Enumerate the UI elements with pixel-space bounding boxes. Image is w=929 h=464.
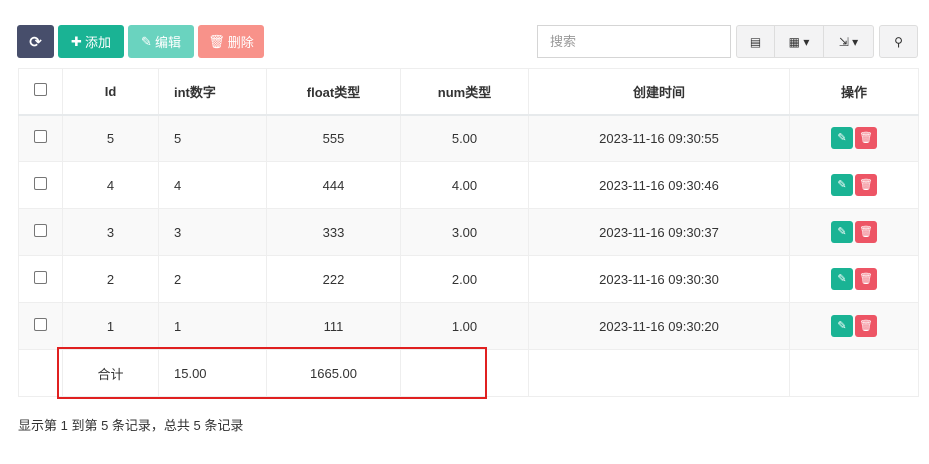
header-float[interactable]: float类型 — [266, 68, 401, 116]
row-edit-button[interactable]: ✎ — [831, 174, 853, 196]
row-delete-button[interactable]: 🗑 — [855, 268, 877, 290]
cell-created-time: 2023-11-16 09:30:30 — [528, 255, 790, 303]
cell-int: 1 — [158, 302, 267, 350]
table-row: 4 4 444 4.00 2023-11-16 09:30:46 ✎ 🗑 — [18, 161, 919, 209]
row-edit-button[interactable]: ✎ — [831, 127, 853, 150]
cell-created-time: 2023-11-16 09:30:55 — [528, 114, 790, 162]
cell-float: 444 — [266, 161, 401, 209]
footer-float-sum: 1665.00 — [266, 349, 401, 397]
refresh-icon: ⟳ — [29, 33, 42, 51]
row-edit-button[interactable]: ✎ — [831, 221, 853, 243]
row-edit-button[interactable]: ✎ — [831, 315, 853, 337]
columns-button[interactable]: ▦ ▾ — [774, 25, 824, 58]
row-select[interactable] — [18, 208, 63, 256]
edit-button[interactable]: ✎ 编辑 — [128, 25, 194, 58]
header-int[interactable]: int数字 — [158, 68, 267, 116]
toggle-view-button[interactable]: ▤ — [736, 25, 775, 58]
cell-id: 2 — [62, 255, 159, 303]
row-checkbox[interactable] — [34, 177, 47, 190]
cell-float: 111 — [266, 302, 401, 350]
grid-icon: ▦ ▾ — [788, 34, 810, 49]
row-select[interactable] — [18, 161, 63, 209]
cell-actions: ✎ 🗑 — [789, 302, 919, 350]
cell-id: 4 — [62, 161, 159, 209]
cell-actions: ✎ 🗑 — [789, 255, 919, 303]
list-icon: ▤ — [749, 34, 762, 49]
pencil-icon: ✎ — [141, 33, 152, 49]
cell-float: 555 — [266, 114, 401, 162]
search-button[interactable]: ⚲ — [879, 25, 918, 58]
row-checkbox[interactable] — [34, 130, 47, 144]
cell-int: 3 — [158, 208, 267, 256]
row-checkbox[interactable] — [34, 271, 47, 284]
row-checkbox[interactable] — [34, 224, 47, 237]
select-all[interactable] — [18, 68, 63, 116]
cell-created-time: 2023-11-16 09:30:37 — [528, 208, 790, 256]
cell-id: 3 — [62, 208, 159, 256]
add-button[interactable]: ✚ 添加 — [58, 25, 124, 58]
row-select[interactable] — [18, 255, 63, 303]
row-select[interactable] — [18, 114, 63, 162]
footer-num — [400, 349, 529, 397]
edit-label: 编辑 — [154, 35, 181, 50]
table-row: 5 5 555 5.00 2023-11-16 09:30:55 ✎ 🗑 — [18, 114, 919, 162]
header-actions: 操作 — [789, 68, 919, 116]
footer-time — [528, 349, 790, 397]
cell-num: 3.00 — [400, 208, 529, 256]
pagination-info: 显示第 1 到第 5 条记录，总共 5 条记录 — [18, 418, 244, 433]
cell-id: 1 — [62, 302, 159, 350]
cell-int: 2 — [158, 255, 267, 303]
cell-int: 4 — [158, 161, 267, 209]
cell-actions: ✎ 🗑 — [789, 208, 919, 256]
cell-float: 222 — [266, 255, 401, 303]
row-delete-button[interactable]: 🗑 — [855, 315, 877, 337]
delete-button[interactable]: 🗑 删除 — [198, 25, 264, 58]
cell-created-time: 2023-11-16 09:30:46 — [528, 161, 790, 209]
row-select[interactable] — [18, 302, 63, 350]
row-checkbox[interactable] — [34, 318, 47, 331]
delete-label: 删除 — [227, 35, 254, 50]
footer-actions — [789, 349, 919, 397]
select-all-checkbox[interactable] — [34, 83, 47, 97]
search-input[interactable] — [537, 25, 731, 58]
refresh-button[interactable]: ⟳ — [17, 25, 54, 58]
plus-icon: ✚ — [71, 33, 82, 49]
cell-float: 333 — [266, 208, 401, 256]
cell-actions: ✎ 🗑 — [789, 161, 919, 209]
footer-empty — [18, 349, 63, 397]
trash-icon: 🗑 — [208, 33, 225, 49]
cell-num: 1.00 — [400, 302, 529, 350]
row-delete-button[interactable]: 🗑 — [855, 221, 877, 243]
export-button[interactable]: ⇲ ▾ — [823, 25, 874, 58]
export-icon: ⇲ ▾ — [838, 34, 859, 49]
cell-num: 5.00 — [400, 114, 529, 162]
header-num[interactable]: num类型 — [400, 68, 529, 116]
header-id[interactable]: Id — [62, 68, 159, 116]
cell-created-time: 2023-11-16 09:30:20 — [528, 302, 790, 350]
highlight-box — [57, 347, 487, 399]
row-delete-button[interactable]: 🗑 — [855, 127, 877, 150]
add-label: 添加 — [84, 35, 111, 50]
table-row: 3 3 333 3.00 2023-11-16 09:30:37 ✎ 🗑 — [18, 208, 919, 256]
header-created-time[interactable]: 创建时间 — [528, 68, 790, 116]
cell-int: 5 — [158, 114, 267, 162]
data-table: Id int数字 float类型 num类型 创建时间 操作 5 5 555 5… — [18, 68, 919, 397]
cell-num: 4.00 — [400, 161, 529, 209]
row-delete-button[interactable]: 🗑 — [855, 174, 877, 196]
search-icon: ⚲ — [894, 34, 903, 49]
footer-int-sum: 15.00 — [158, 349, 267, 397]
row-edit-button[interactable]: ✎ — [831, 268, 853, 290]
cell-actions: ✎ 🗑 — [789, 114, 919, 162]
table-row: 2 2 222 2.00 2023-11-16 09:30:30 ✎ 🗑 — [18, 255, 919, 303]
cell-num: 2.00 — [400, 255, 529, 303]
cell-id: 5 — [62, 114, 159, 162]
table-row: 1 1 111 1.00 2023-11-16 09:30:20 ✎ 🗑 — [18, 302, 919, 350]
